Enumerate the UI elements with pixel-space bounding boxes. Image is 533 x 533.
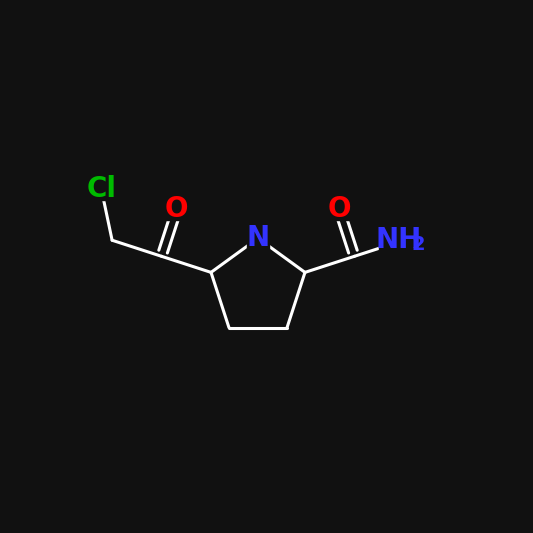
Text: O: O <box>327 195 351 223</box>
Text: 2: 2 <box>411 235 425 254</box>
Bar <box>328 198 350 220</box>
Text: N: N <box>246 224 270 252</box>
Bar <box>166 198 188 220</box>
Bar <box>247 227 269 249</box>
Text: Cl: Cl <box>86 175 116 203</box>
Bar <box>86 178 116 200</box>
Text: NH: NH <box>376 226 422 254</box>
Text: O: O <box>165 195 189 223</box>
Bar <box>379 229 429 251</box>
